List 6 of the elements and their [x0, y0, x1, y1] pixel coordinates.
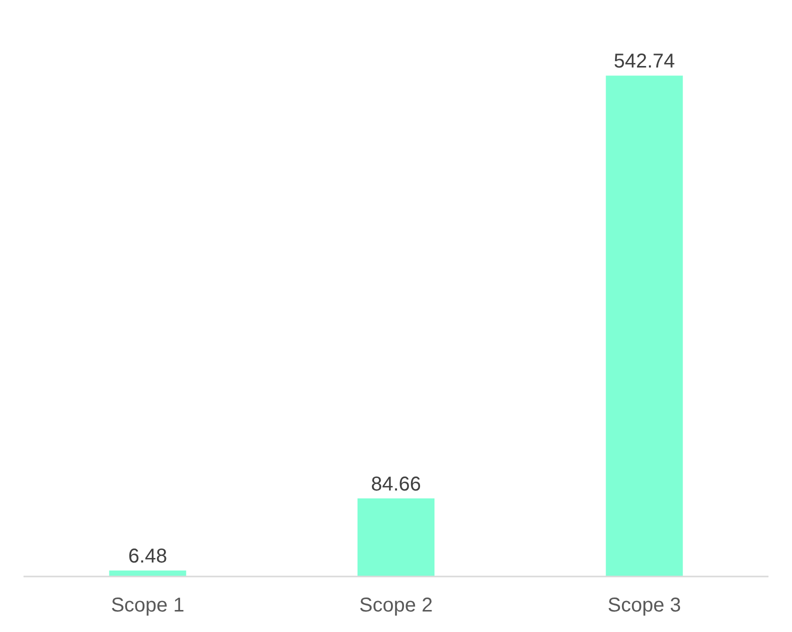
x-tick-label: Scope 2 — [359, 594, 433, 616]
data-label: 84.66 — [370, 473, 422, 496]
x-tick-label: Scope 1 — [110, 594, 184, 616]
data-label: 6.48 — [128, 546, 168, 568]
data-label: 542.74 — [614, 50, 675, 73]
x-tick-label: Scope 3 — [608, 594, 682, 616]
